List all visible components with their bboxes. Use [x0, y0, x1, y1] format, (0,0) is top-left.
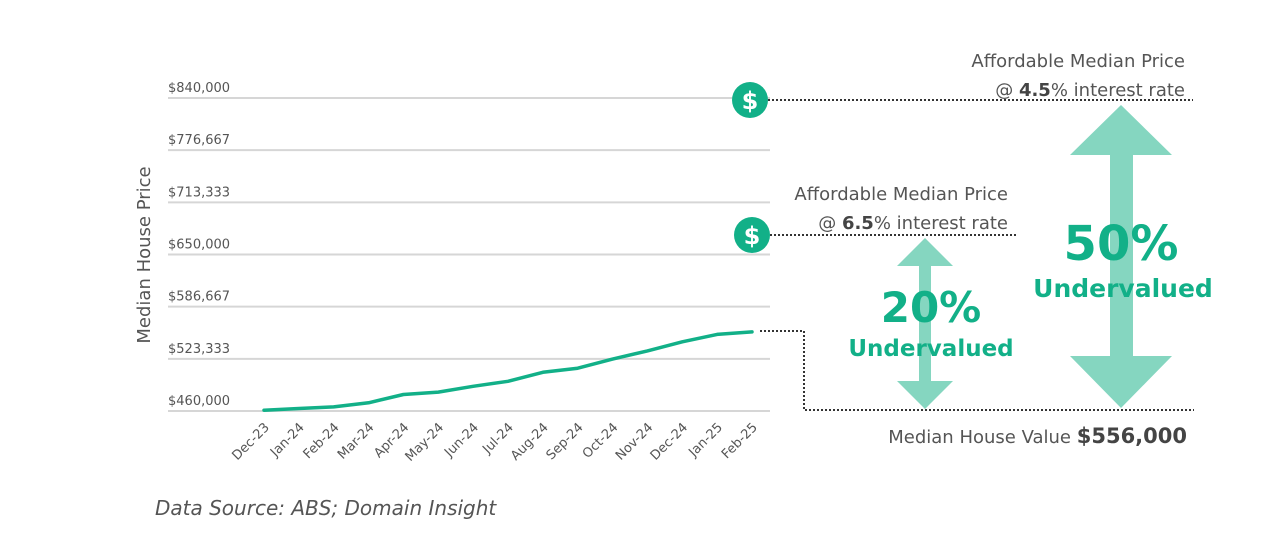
y-tick-labels: $460,000 $523,333 $586,667 $650,000 $713,333… — [168, 81, 230, 409]
gap-pct-20: 20% — [881, 283, 982, 332]
median-value-label: Median House Value $556,000 — [888, 424, 1187, 448]
gridlines — [168, 97, 770, 412]
svg-text:$: $ — [742, 87, 759, 115]
x-tick-label: Dec-24 — [648, 420, 691, 463]
x-tick-label: May-24 — [403, 420, 447, 464]
y-tick-label: $460,000 — [168, 394, 230, 409]
x-tick-label: Nov-24 — [613, 420, 656, 463]
x-tick-label: Mar-24 — [335, 420, 377, 462]
median-connector-line — [760, 330, 1194, 411]
svg-text:$: $ — [744, 222, 761, 250]
double-arrow-20 — [897, 238, 953, 409]
data-source: Data Source: ABS; Domain Insight — [155, 496, 497, 520]
x-tick-labels: Dec-23Jan-24Feb-24Mar-24Apr-24May-24Jun-… — [229, 420, 760, 464]
x-tick-label: Sep-24 — [544, 420, 587, 463]
y-tick-label: $650,000 — [168, 238, 230, 253]
double-arrow-50 — [1070, 105, 1172, 408]
x-tick-label: Feb-25 — [719, 420, 761, 462]
series-line — [262, 330, 754, 412]
gap-label-50: Undervalued — [1033, 274, 1213, 303]
ref-label-6-5-line2: @ 6.5% interest rate — [818, 213, 1008, 234]
dollar-circle-icon: $ — [734, 217, 770, 253]
y-tick-label: $523,333 — [168, 342, 230, 357]
x-tick-label: Aug-24 — [508, 420, 552, 464]
x-tick-label: Feb-24 — [301, 420, 343, 462]
ref-label-4-5-line2: @ 4.5% interest rate — [995, 80, 1185, 101]
y-tick-label: $713,333 — [168, 185, 230, 200]
x-tick-label: Jun-24 — [441, 420, 482, 461]
gap-pct-50: 50% — [1064, 216, 1179, 272]
x-tick-label: Dec-23 — [229, 420, 272, 463]
y-tick-label: $776,667 — [168, 133, 230, 148]
x-tick-label: Jan-24 — [267, 420, 308, 461]
y-axis-title: Median House Price — [134, 166, 155, 343]
ref-label-6-5-line1: Affordable Median Price — [794, 184, 1008, 205]
y-tick-label: $840,000 — [168, 81, 230, 96]
y-tick-label: $586,667 — [168, 290, 230, 305]
dollar-circle-icon: $ — [732, 82, 768, 118]
gap-label-20: Undervalued — [848, 336, 1013, 362]
ref-label-4-5-line1: Affordable Median Price — [971, 51, 1185, 72]
x-tick-label: Jan-25 — [685, 420, 726, 461]
